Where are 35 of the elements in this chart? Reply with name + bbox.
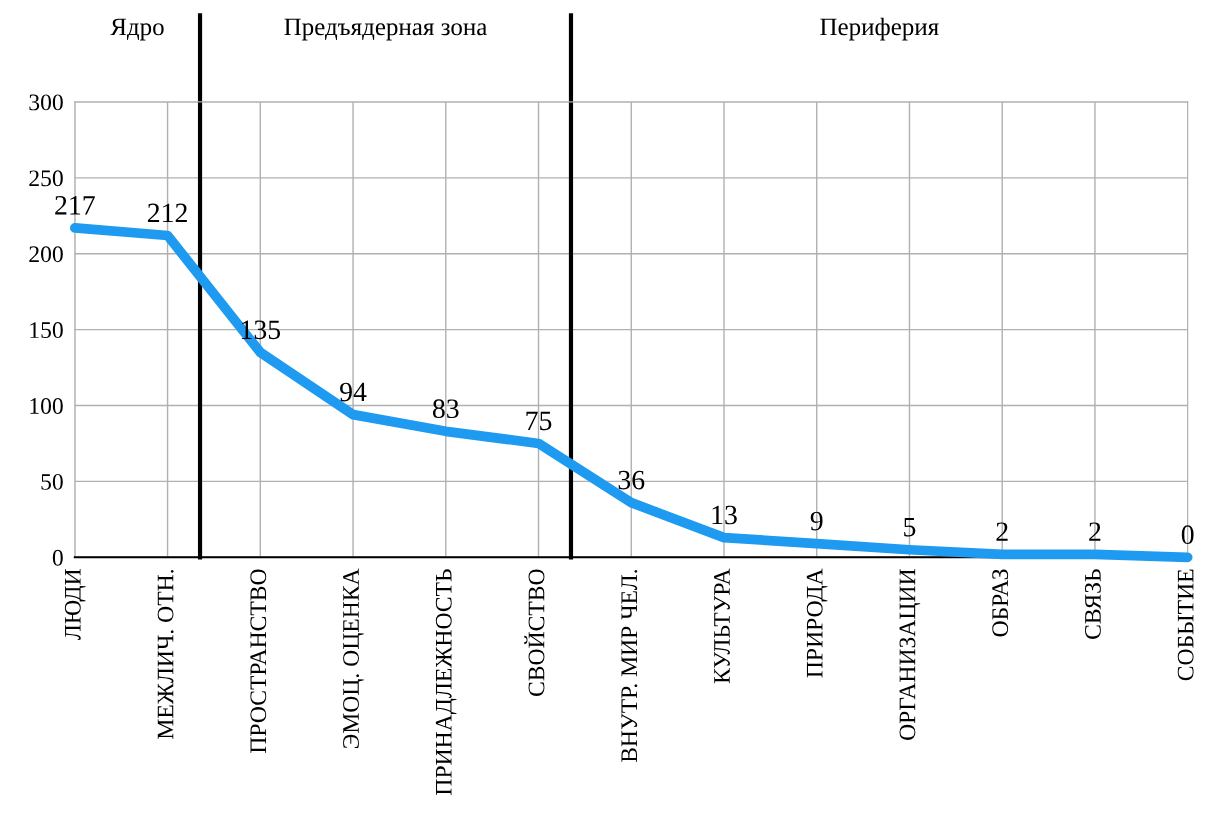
data-label: 212 — [147, 203, 187, 222]
x-tick-label: ЭМОЦ. ОЦЕНКА — [343, 568, 364, 748]
data-label: 75 — [526, 411, 552, 431]
x-tick-label: ВНУТР. МИР ЧЕЛ. — [621, 569, 638, 763]
y-tick-label: 50 — [41, 473, 63, 490]
data-label: 2 — [1089, 522, 1101, 541]
data-label: 36 — [618, 470, 645, 490]
x-tick-label: ОРГАНИЗАЦИИ — [899, 569, 921, 740]
x-tick-label: ОБРАЗ — [992, 569, 1009, 637]
data-label: 0 — [1181, 525, 1194, 545]
y-tick-label: 150 — [30, 322, 63, 339]
x-tick-label: СВОЙСТВО — [524, 569, 545, 697]
y-tick-label: 100 — [30, 398, 63, 414]
data-label: 5 — [904, 518, 916, 537]
y-tick-label: 300 — [29, 94, 63, 111]
x-tick-label: ПРОСТРАНСТВО — [250, 569, 267, 753]
data-label: 9 — [810, 511, 823, 531]
y-tick-label: 0 — [52, 549, 63, 566]
data-label: 217 — [55, 196, 95, 215]
text: Ядро — [110, 18, 164, 41]
x-tick-label: ЛЮДИ — [64, 569, 86, 640]
data-label: 2 — [996, 522, 1008, 541]
data-label: 13 — [712, 505, 737, 525]
y-tick-label: 200 — [29, 246, 63, 263]
data-label: 83 — [432, 399, 459, 419]
y-tick-label: 250 — [29, 170, 63, 187]
text: Периферия — [820, 17, 939, 41]
x-tick-label: СВЯЗЬ — [1084, 569, 1101, 639]
x-tick-label: МЕЖЛИЧ. ОТН. — [157, 569, 174, 739]
x-tick-label: СОБЫТИЕ — [1177, 569, 1194, 681]
x-tick-label: ПРИНАДЛЕЖНОСТЬ — [435, 569, 457, 795]
data-label: 94 — [340, 382, 367, 402]
text: Предъядерная зона — [284, 18, 487, 41]
x-tick-label: ПРИРОДА — [806, 568, 828, 678]
x-tick-label: КУЛЬТУРА — [714, 568, 730, 684]
